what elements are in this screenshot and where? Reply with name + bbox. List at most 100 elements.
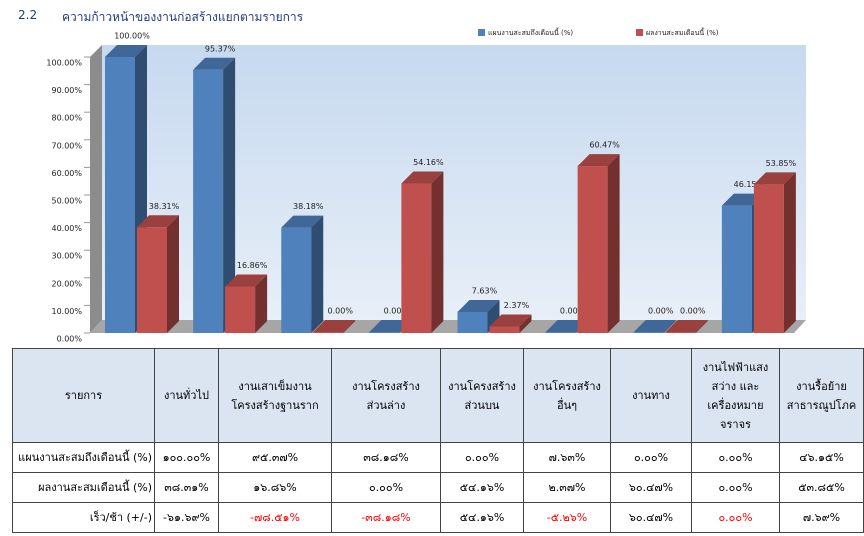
value-label: 0.00%	[560, 307, 586, 316]
cell: -๓๘.๑๘%	[331, 502, 441, 533]
bar-top	[721, 193, 764, 206]
y-tick-label: 50.00%	[51, 197, 82, 206]
bar-top	[281, 215, 324, 228]
cell: ๕๔.๑๖%	[440, 472, 524, 503]
cell: ๔๖.๑๕%	[779, 442, 864, 473]
y-tick-label: 10.00%	[51, 307, 82, 316]
header-cell: งานโครงสร้าง อื่นๆ	[523, 348, 611, 443]
cell: ๐.๐๐%	[691, 502, 780, 533]
header-cell: งานทาง	[610, 348, 692, 443]
cell: ๓๘.๓๑%	[154, 472, 219, 503]
bar	[137, 227, 167, 333]
bar	[633, 332, 664, 333]
y-tick-label: 40.00%	[51, 224, 82, 233]
cell: ๐.๐๐%	[691, 442, 780, 473]
cell: ๐.๐๐%	[331, 472, 441, 503]
bar-side	[663, 320, 676, 333]
bar	[313, 332, 344, 333]
cell: ๗.๖๙%	[779, 502, 864, 533]
y-tick-label: 30.00%	[51, 252, 82, 261]
y-tick-label: 90.00%	[51, 86, 82, 95]
cell: -๖๑.๖๙%	[154, 502, 219, 533]
cell: ๐.๐๐%	[610, 442, 692, 473]
side-wall	[90, 45, 102, 333]
header-cell: งานรื้อย้าย สาธารณูปโภค	[779, 348, 864, 443]
bar-side	[695, 320, 708, 333]
bar	[457, 311, 488, 333]
bar	[489, 326, 520, 333]
bar-side	[311, 215, 324, 333]
cell: ๖๐.๔๗%	[610, 472, 692, 503]
cell: ๑๐๐.๐๐%	[154, 442, 219, 473]
value-label: 0.00%	[328, 307, 354, 316]
cell: ๓๘.๑๘%	[331, 442, 441, 473]
y-tick-label: 80.00%	[51, 114, 82, 123]
header-cell: รายการ	[12, 348, 155, 443]
value-label: 60.47%	[589, 141, 620, 150]
y-tick-label: 100.00%	[46, 59, 82, 68]
row-label: ผลงานสะสมเดือนนี้ (%)	[12, 472, 155, 503]
header-cell: งานทั่วไป	[154, 348, 219, 443]
cell: -๗๘.๕๑%	[218, 502, 332, 533]
header-cell: งานโครงสร้าง ส่วนบน	[440, 348, 524, 443]
cell: ๐.๐๐%	[440, 442, 524, 473]
bar-side	[783, 172, 796, 333]
legend-swatch	[636, 29, 643, 36]
bar	[225, 286, 256, 333]
bar-top	[665, 320, 708, 332]
bar	[105, 57, 135, 333]
chart: 0.00% 10.00% 20.00% 30.00% 40.00% 50.00% 60.00…	[46, 26, 806, 344]
bar	[545, 332, 576, 333]
y-tick-label: 0.00%	[57, 335, 83, 344]
row-label: แผนงานสะสมถึงเดือนนี้ (%)	[12, 442, 155, 473]
cell: ๕๓.๘๕%	[779, 472, 864, 503]
bar	[281, 227, 312, 333]
floor	[90, 320, 806, 333]
bar-top	[633, 320, 676, 332]
bar-side	[223, 57, 236, 333]
legend-label: แผนงานสะสมถึงเดือนนี้ (%)	[488, 26, 573, 37]
cell: ๙๕.๓๗%	[218, 442, 332, 473]
value-label: 38.31%	[149, 202, 180, 211]
value-label: 0.00%	[384, 307, 410, 316]
bar-top	[105, 45, 147, 57]
bar-side	[167, 215, 179, 333]
cell: ๗.๖๓%	[523, 442, 611, 473]
cell: ๑๖.๘๖%	[218, 472, 332, 503]
bar-side	[519, 314, 532, 333]
cell: ๐.๐๐%	[691, 472, 780, 503]
bar-top	[577, 154, 620, 167]
value-label: 53.85%	[766, 159, 797, 168]
bar	[369, 332, 400, 333]
header-cell: งานไฟฟ้าแสง สว่าง และ เครื่องหมาย จราจร	[691, 348, 780, 443]
bar	[401, 183, 432, 333]
value-label: 38.18%	[293, 202, 324, 211]
value-label: 7.63%	[472, 286, 498, 295]
bar-top	[313, 320, 356, 332]
value-label: 0.00%	[648, 307, 674, 316]
bar	[577, 166, 608, 333]
cell: ๖๐.๔๗%	[610, 502, 692, 533]
cell: ๒.๓๗%	[523, 472, 611, 503]
bar	[753, 184, 784, 333]
bar-top	[753, 172, 796, 185]
y-tick-label: 60.00%	[51, 169, 82, 178]
cell: -๕.๒๖%	[523, 502, 611, 533]
section-number: 2.2	[18, 8, 38, 22]
bar-side	[431, 171, 444, 333]
row-label: เร็ว/ช้า (+/-)	[12, 502, 155, 533]
y-tick-label: 20.00%	[51, 279, 82, 288]
bar-top	[137, 215, 179, 228]
value-label: 0.00%	[680, 307, 706, 316]
bar-side	[487, 299, 500, 333]
header-cell: งานเสาเข็มงาน โครงสร้างฐานราก	[218, 348, 332, 443]
value-label: 54.16%	[413, 158, 444, 167]
section-title: ความก้าวหน้าของงานก่อสร้างแยกตามรายการ	[62, 10, 304, 24]
bar-side	[255, 274, 268, 333]
bar-top	[225, 274, 268, 287]
bar-side	[607, 154, 620, 333]
bar-side	[343, 320, 356, 333]
bar-top	[545, 320, 588, 332]
legend-swatch	[478, 29, 485, 36]
